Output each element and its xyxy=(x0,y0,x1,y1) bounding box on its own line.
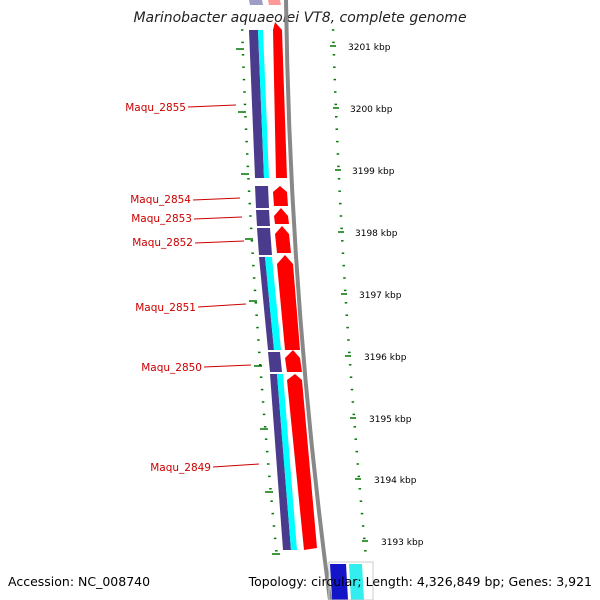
gene-block-5 xyxy=(265,257,281,350)
gene-track-bottom xyxy=(349,564,364,600)
gene-labels: Maqu_2855 Maqu_2854 Maqu_2853 Maqu_2852 … xyxy=(125,102,260,474)
leader-line xyxy=(197,303,247,308)
operon-track-bottom xyxy=(330,564,348,600)
kbp-label-3200: 3200 kbp xyxy=(350,105,393,115)
leader-line xyxy=(203,364,252,368)
operon-block-1 xyxy=(249,30,264,178)
operon-block-6 xyxy=(268,352,282,372)
leader-line xyxy=(192,197,241,201)
cds-arrow-2 xyxy=(273,186,288,206)
operon-track-top xyxy=(249,0,263,5)
cds-track-top xyxy=(268,0,281,5)
minor-ticks-right xyxy=(331,29,367,552)
minor-ticks-left xyxy=(240,29,278,552)
operon-block-4 xyxy=(257,228,272,255)
gene-label-maqu-2849: Maqu_2849 xyxy=(150,462,211,474)
operon-block-7 xyxy=(270,374,291,550)
cds-arrow-1 xyxy=(273,22,287,178)
gene-block-1 xyxy=(258,30,269,178)
gene-label-maqu-2851: Maqu_2851 xyxy=(135,302,196,314)
cds-arrow-6 xyxy=(285,350,302,372)
kbp-label-3195: 3195 kbp xyxy=(369,415,412,425)
kbp-label-3194: 3194 kbp xyxy=(374,476,417,486)
operon-block-3 xyxy=(256,210,270,226)
gene-label-maqu-2855: Maqu_2855 xyxy=(125,102,186,114)
accession-text: Accession: NC_008740 xyxy=(8,574,150,589)
map-title: Marinobacter aquaeolei VT8, complete gen… xyxy=(133,10,466,26)
kbp-label-3199: 3199 kbp xyxy=(352,167,395,177)
kbp-scale: 3201 kbp 3200 kbp 3199 kbp 3198 kbp 3197… xyxy=(330,43,424,548)
kbp-label-3201: 3201 kbp xyxy=(348,43,391,53)
operon-block-2 xyxy=(255,186,269,208)
leader-line xyxy=(212,463,260,468)
operon-block-5 xyxy=(259,257,274,350)
kbp-label-3198: 3198 kbp xyxy=(355,229,398,239)
genome-summary-text: Topology: circular; Length: 4,326,849 bp… xyxy=(248,574,592,589)
leader-line xyxy=(193,216,243,220)
leader-line xyxy=(194,240,245,244)
cds-arrow-5 xyxy=(277,255,300,350)
cds-arrow-7 xyxy=(287,374,317,550)
cds-arrow-4 xyxy=(275,226,291,253)
major-ticks-left xyxy=(236,48,280,555)
kbp-label-3197: 3197 kbp xyxy=(359,291,402,301)
gene-label-maqu-2853: Maqu_2853 xyxy=(131,213,192,225)
gene-label-maqu-2854: Maqu_2854 xyxy=(130,194,191,206)
gene-label-maqu-2852: Maqu_2852 xyxy=(132,237,193,249)
leader-line xyxy=(187,104,237,108)
kbp-label-3196: 3196 kbp xyxy=(364,353,407,363)
genome-backbone xyxy=(284,0,332,600)
cds-arrow-3 xyxy=(274,208,289,224)
kbp-label-3193: 3193 kbp xyxy=(381,538,424,548)
bottom-track-panel xyxy=(328,561,374,600)
gene-block-7 xyxy=(277,374,297,550)
gene-label-maqu-2850: Maqu_2850 xyxy=(141,362,202,374)
